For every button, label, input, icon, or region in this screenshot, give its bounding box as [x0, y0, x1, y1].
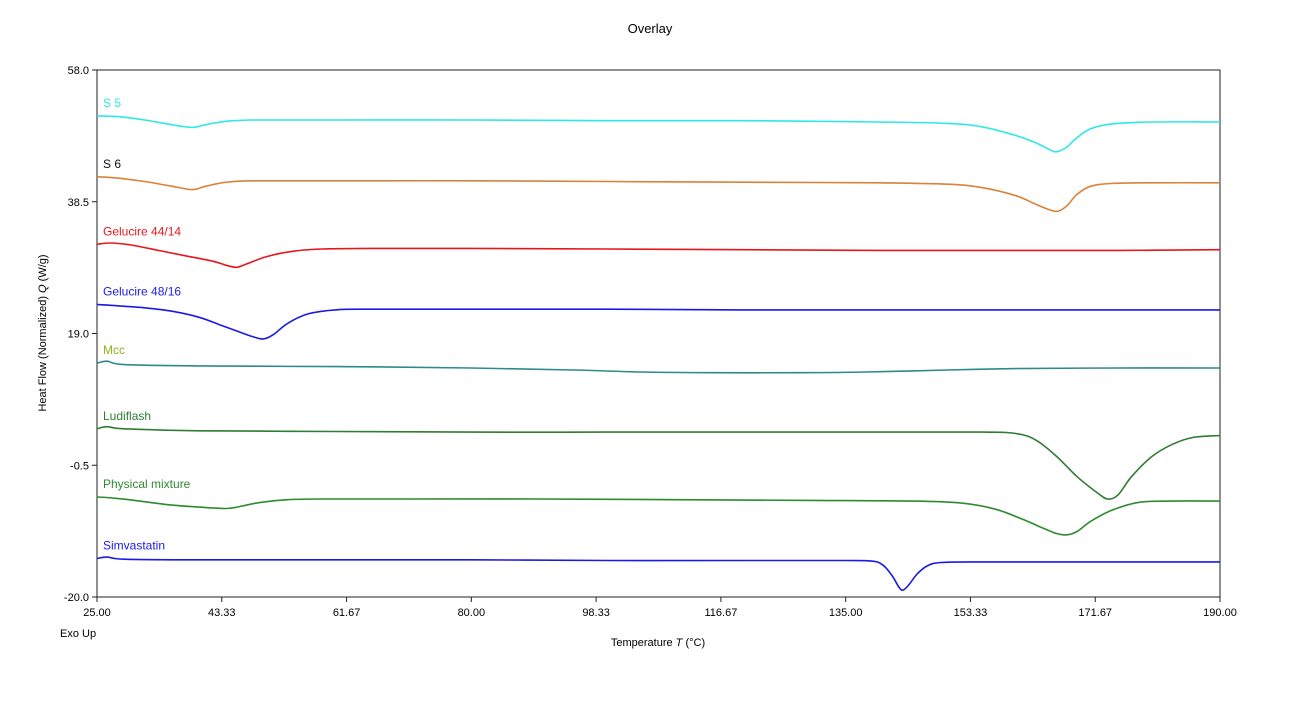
chart-title: Overlay: [628, 21, 673, 36]
series-label-s-5: S 5: [103, 96, 121, 110]
series-label-mcc: Mcc: [103, 343, 125, 357]
y-tick-label: -0.5: [70, 460, 89, 472]
series-label-gelucire-44-14: Gelucire 44/14: [103, 224, 181, 238]
x-axis-ticks: 25.00 43.33 61.67 80.00 98.33 116.67 135.00 153…: [83, 597, 1237, 619]
series-label-physical-mixture: Physical mixture: [103, 477, 191, 491]
series-line-gelucire-44-14: [96, 242, 1221, 269]
series-label-simvastatin: Simvastatin: [103, 538, 165, 552]
series-line-ludiflash: [96, 425, 1221, 500]
x-axis-label-unit: (°C): [685, 637, 705, 649]
y-tick-label: 19.0: [68, 329, 89, 341]
series-line-mcc: [96, 360, 1221, 374]
x-axis-label-symbol: T: [676, 637, 684, 649]
x-tick-label: 43.33: [208, 607, 236, 619]
series-label-gelucire-48-16: Gelucire 48/16: [103, 284, 181, 298]
series-line-physical-mixture: [96, 496, 1221, 536]
x-tick-label: 171.67: [1078, 607, 1112, 619]
series-line-s-5: [96, 115, 1221, 153]
series-line-s-6: [96, 176, 1221, 213]
series-lines: [96, 115, 1221, 592]
x-tick-label: 80.00: [458, 607, 486, 619]
x-tick-label: 98.33: [582, 607, 610, 619]
series-label-ludiflash: Ludiflash: [103, 409, 151, 423]
plot-frame: [96, 69, 1221, 598]
x-tick-label: 25.00: [83, 607, 111, 619]
exo-up-note: Exo Up: [60, 628, 96, 640]
x-axis-label: Temperature T (°C): [611, 637, 705, 649]
x-tick-label: 153.33: [954, 607, 988, 619]
y-axis-label: Heat Flow (Normalized) Q (W/g): [37, 254, 49, 411]
y-axis-label-unit: (W/g): [37, 254, 49, 281]
y-tick-label: 58.0: [68, 65, 89, 77]
x-tick-label: 61.67: [333, 607, 361, 619]
y-axis-ticks: 58.0 38.5 19.0 -0.5 -20.0: [64, 65, 97, 604]
series-label-s-6: S 6: [103, 157, 121, 171]
x-tick-label: 190.00: [1203, 607, 1237, 619]
series-line-gelucire-48-16: [96, 303, 1220, 340]
series-line-simvastatin: [96, 556, 1220, 592]
series-labels: S 5 S 6 Gelucire 44/14 Gelucire 48/16 Mcc Lud…: [103, 96, 191, 553]
x-tick-label: 135.00: [829, 607, 863, 619]
y-tick-label: -20.0: [64, 592, 89, 604]
y-axis-label-text: Heat Flow (Normalized): [37, 296, 49, 412]
y-axis-label-symbol: Q: [37, 284, 49, 293]
y-tick-label: 38.5: [68, 197, 89, 209]
x-tick-label: 116.67: [704, 607, 737, 619]
x-axis-label-text: Temperature: [611, 637, 673, 649]
